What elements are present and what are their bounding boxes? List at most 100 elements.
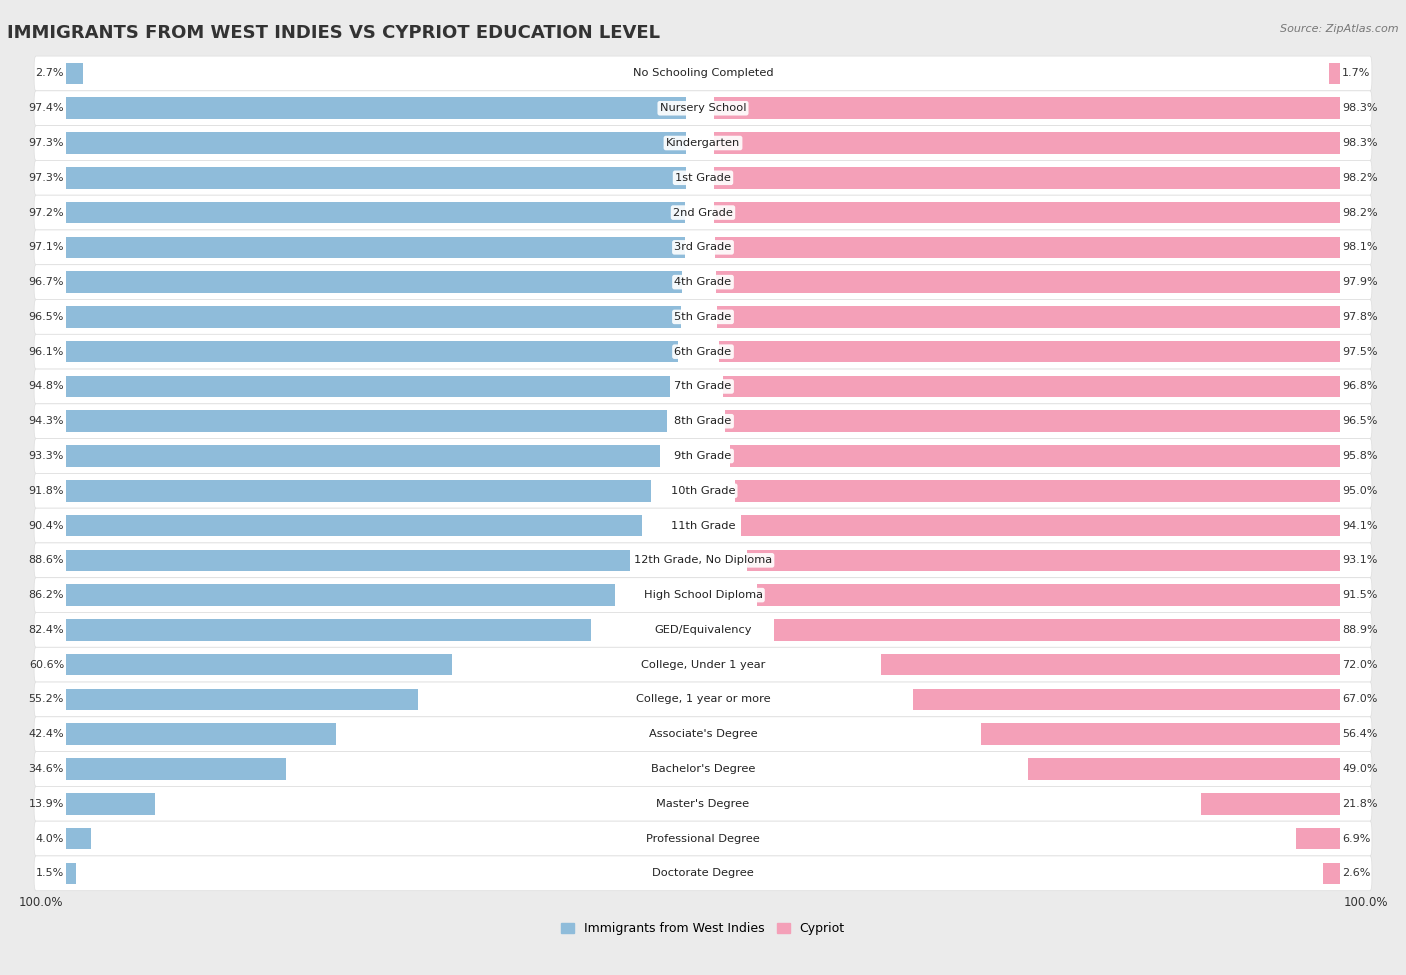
Bar — [773, 619, 1340, 641]
Bar — [1201, 793, 1340, 814]
Bar — [66, 446, 661, 467]
Text: Source: ZipAtlas.com: Source: ZipAtlas.com — [1281, 24, 1399, 34]
Bar — [66, 62, 83, 84]
Bar — [714, 133, 1340, 154]
Text: 72.0%: 72.0% — [1341, 660, 1378, 670]
Text: 12th Grade, No Diploma: 12th Grade, No Diploma — [634, 556, 772, 566]
Bar — [66, 619, 591, 641]
Text: 7th Grade: 7th Grade — [675, 381, 731, 391]
Bar — [66, 723, 336, 745]
FancyBboxPatch shape — [34, 334, 1372, 370]
Text: 34.6%: 34.6% — [28, 764, 65, 774]
Text: 100.0%: 100.0% — [1343, 896, 1388, 910]
Text: 1.7%: 1.7% — [1341, 68, 1371, 78]
Text: 100.0%: 100.0% — [18, 896, 63, 910]
Text: 93.1%: 93.1% — [1341, 556, 1378, 566]
Bar — [882, 654, 1340, 676]
FancyBboxPatch shape — [34, 752, 1372, 787]
Text: 2.7%: 2.7% — [35, 68, 65, 78]
Text: 5th Grade: 5th Grade — [675, 312, 731, 322]
FancyBboxPatch shape — [34, 404, 1372, 439]
FancyBboxPatch shape — [34, 91, 1372, 126]
Bar — [66, 375, 669, 397]
Text: 2nd Grade: 2nd Grade — [673, 208, 733, 217]
FancyBboxPatch shape — [34, 682, 1372, 717]
Bar — [747, 550, 1340, 571]
Bar — [66, 828, 91, 849]
Text: 60.6%: 60.6% — [28, 660, 65, 670]
Text: 96.5%: 96.5% — [1341, 416, 1378, 426]
Text: 67.0%: 67.0% — [1341, 694, 1378, 704]
Text: 93.3%: 93.3% — [28, 451, 65, 461]
Text: 90.4%: 90.4% — [28, 521, 65, 530]
Text: College, Under 1 year: College, Under 1 year — [641, 660, 765, 670]
Text: 96.7%: 96.7% — [28, 277, 65, 287]
Text: 4th Grade: 4th Grade — [675, 277, 731, 287]
Bar — [1323, 863, 1340, 884]
FancyBboxPatch shape — [34, 57, 1372, 91]
Text: 8th Grade: 8th Grade — [675, 416, 731, 426]
Bar — [66, 688, 418, 710]
Text: 3rd Grade: 3rd Grade — [675, 243, 731, 253]
Bar — [717, 271, 1340, 292]
Text: High School Diploma: High School Diploma — [644, 590, 762, 600]
Text: 6th Grade: 6th Grade — [675, 347, 731, 357]
Text: 97.3%: 97.3% — [28, 138, 65, 148]
Bar — [714, 98, 1340, 119]
Text: 88.9%: 88.9% — [1341, 625, 1378, 635]
Bar — [66, 480, 651, 501]
Text: No Schooling Completed: No Schooling Completed — [633, 68, 773, 78]
Text: Master's Degree: Master's Degree — [657, 799, 749, 809]
Text: 1.5%: 1.5% — [35, 869, 65, 878]
FancyBboxPatch shape — [34, 439, 1372, 474]
Bar — [66, 202, 685, 223]
Text: 97.5%: 97.5% — [1341, 347, 1378, 357]
Bar — [723, 375, 1340, 397]
Bar — [725, 410, 1340, 432]
Bar — [1028, 759, 1340, 780]
Bar — [730, 446, 1340, 467]
FancyBboxPatch shape — [34, 787, 1372, 821]
Text: 98.2%: 98.2% — [1341, 208, 1378, 217]
Bar — [66, 515, 643, 536]
Text: 13.9%: 13.9% — [28, 799, 65, 809]
Bar — [741, 515, 1340, 536]
FancyBboxPatch shape — [34, 543, 1372, 578]
Text: 11th Grade: 11th Grade — [671, 521, 735, 530]
Text: 56.4%: 56.4% — [1341, 729, 1378, 739]
Bar — [66, 271, 682, 292]
Text: Kindergarten: Kindergarten — [666, 138, 740, 148]
Text: GED/Equivalency: GED/Equivalency — [654, 625, 752, 635]
FancyBboxPatch shape — [34, 126, 1372, 161]
Text: 97.3%: 97.3% — [28, 173, 65, 182]
Text: 95.8%: 95.8% — [1341, 451, 1378, 461]
Bar — [714, 202, 1340, 223]
Text: 98.3%: 98.3% — [1341, 138, 1378, 148]
Text: 49.0%: 49.0% — [1341, 764, 1378, 774]
Text: Professional Degree: Professional Degree — [647, 834, 759, 843]
Text: 98.3%: 98.3% — [1341, 103, 1378, 113]
Text: 97.4%: 97.4% — [28, 103, 65, 113]
Text: IMMIGRANTS FROM WEST INDIES VS CYPRIOT EDUCATION LEVEL: IMMIGRANTS FROM WEST INDIES VS CYPRIOT E… — [7, 24, 659, 42]
Text: 94.8%: 94.8% — [28, 381, 65, 391]
Text: 6.9%: 6.9% — [1341, 834, 1371, 843]
Bar — [66, 759, 287, 780]
Bar — [717, 306, 1340, 328]
Text: 82.4%: 82.4% — [28, 625, 65, 635]
Text: 1st Grade: 1st Grade — [675, 173, 731, 182]
Bar — [714, 167, 1340, 188]
Text: 96.1%: 96.1% — [28, 347, 65, 357]
Text: 2.6%: 2.6% — [1341, 869, 1371, 878]
Text: 98.2%: 98.2% — [1341, 173, 1378, 182]
Bar — [1296, 828, 1340, 849]
FancyBboxPatch shape — [34, 161, 1372, 195]
Text: Nursery School: Nursery School — [659, 103, 747, 113]
Bar — [758, 584, 1340, 605]
Text: 21.8%: 21.8% — [1341, 799, 1378, 809]
Bar — [66, 167, 686, 188]
FancyBboxPatch shape — [34, 717, 1372, 752]
Text: 96.8%: 96.8% — [1341, 381, 1378, 391]
Bar — [66, 584, 614, 605]
Text: 95.0%: 95.0% — [1341, 486, 1378, 495]
Bar — [66, 410, 666, 432]
